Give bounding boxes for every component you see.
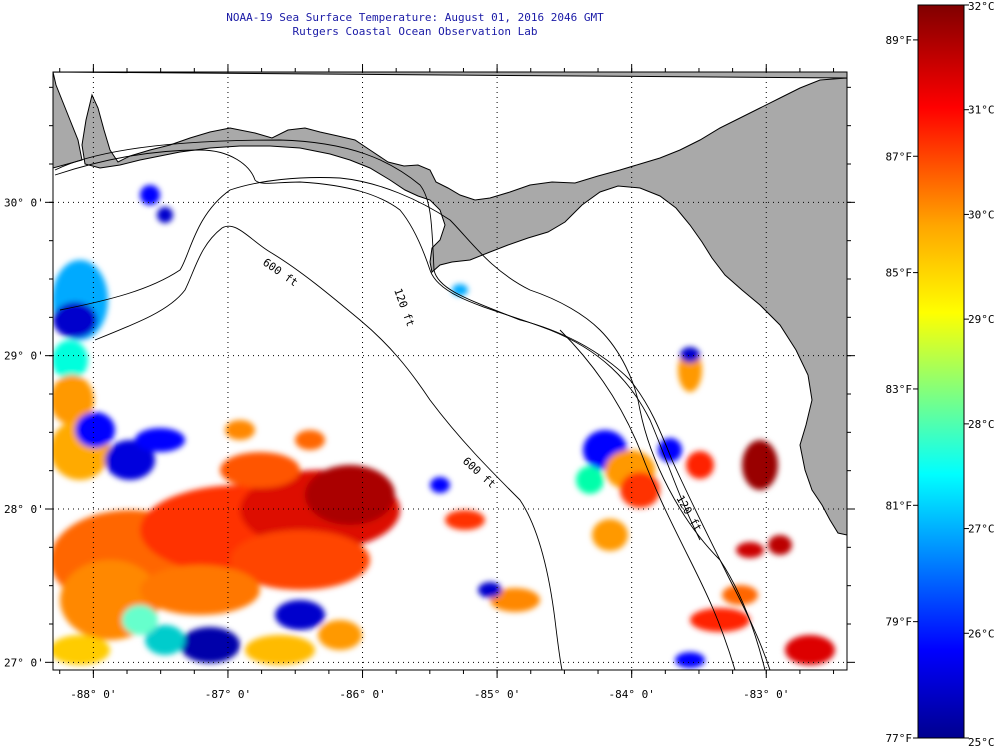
- contour-deep: [559, 329, 736, 670]
- celsius-label: 31°C: [968, 104, 995, 117]
- plot-frame: [52, 71, 848, 671]
- fahrenheit-label: 81°F: [886, 499, 913, 512]
- axis-ticks: [45, 64, 855, 678]
- fahrenheit-label: 83°F: [886, 383, 913, 396]
- celsius-label: 25°C: [968, 736, 995, 749]
- land-mass: [53, 72, 847, 536]
- map-subtitle: Rutgers Coastal Ocean Observation Lab: [292, 25, 538, 38]
- lon-label: -83° 0': [743, 688, 789, 701]
- fahrenheit-label: 89°F: [886, 34, 913, 47]
- celsius-label: 30°C: [968, 208, 995, 221]
- lon-label: -84° 0': [608, 688, 654, 701]
- depth-contours: [54, 139, 771, 670]
- contour-120ft: [54, 139, 771, 670]
- fahrenheit-label: 77°F: [886, 732, 913, 745]
- celsius-label: 27°C: [968, 523, 995, 536]
- celsius-label: 26°C: [968, 627, 995, 640]
- map-title: NOAA-19 Sea Surface Temperature: August …: [226, 11, 604, 24]
- celsius-label: 29°C: [968, 313, 995, 326]
- sst-patches: [53, 185, 835, 668]
- fahrenheit-label: 85°F: [886, 267, 913, 280]
- colorbar-labels: 32°C 31°C 30°C 29°C 28°C 27°C 26°C 25°C 89°F 87°F…: [886, 0, 995, 749]
- celsius-label: 32°C: [968, 0, 995, 13]
- lon-label: -85° 0': [474, 688, 520, 701]
- fahrenheit-label: 87°F: [886, 150, 913, 163]
- lat-label: 27° 0': [4, 656, 44, 669]
- lon-label: -87° 0': [205, 688, 251, 701]
- axis-labels: -88° 0' -87° 0' -86° 0' -85° 0' -84° 0' -83° …: [4, 196, 789, 701]
- lon-label: -88° 0': [70, 688, 116, 701]
- celsius-label: 28°C: [968, 418, 995, 431]
- contour-600ft-b: [94, 225, 563, 670]
- lon-label: -86° 0': [339, 688, 385, 701]
- lat-label: 29° 0': [4, 350, 44, 363]
- fahrenheit-label: 79°F: [886, 616, 913, 629]
- colorbar: [917, 4, 965, 739]
- lat-label: 30° 0': [4, 196, 44, 209]
- contour-600ft: [59, 177, 766, 670]
- lat-label: 28° 0': [4, 503, 44, 516]
